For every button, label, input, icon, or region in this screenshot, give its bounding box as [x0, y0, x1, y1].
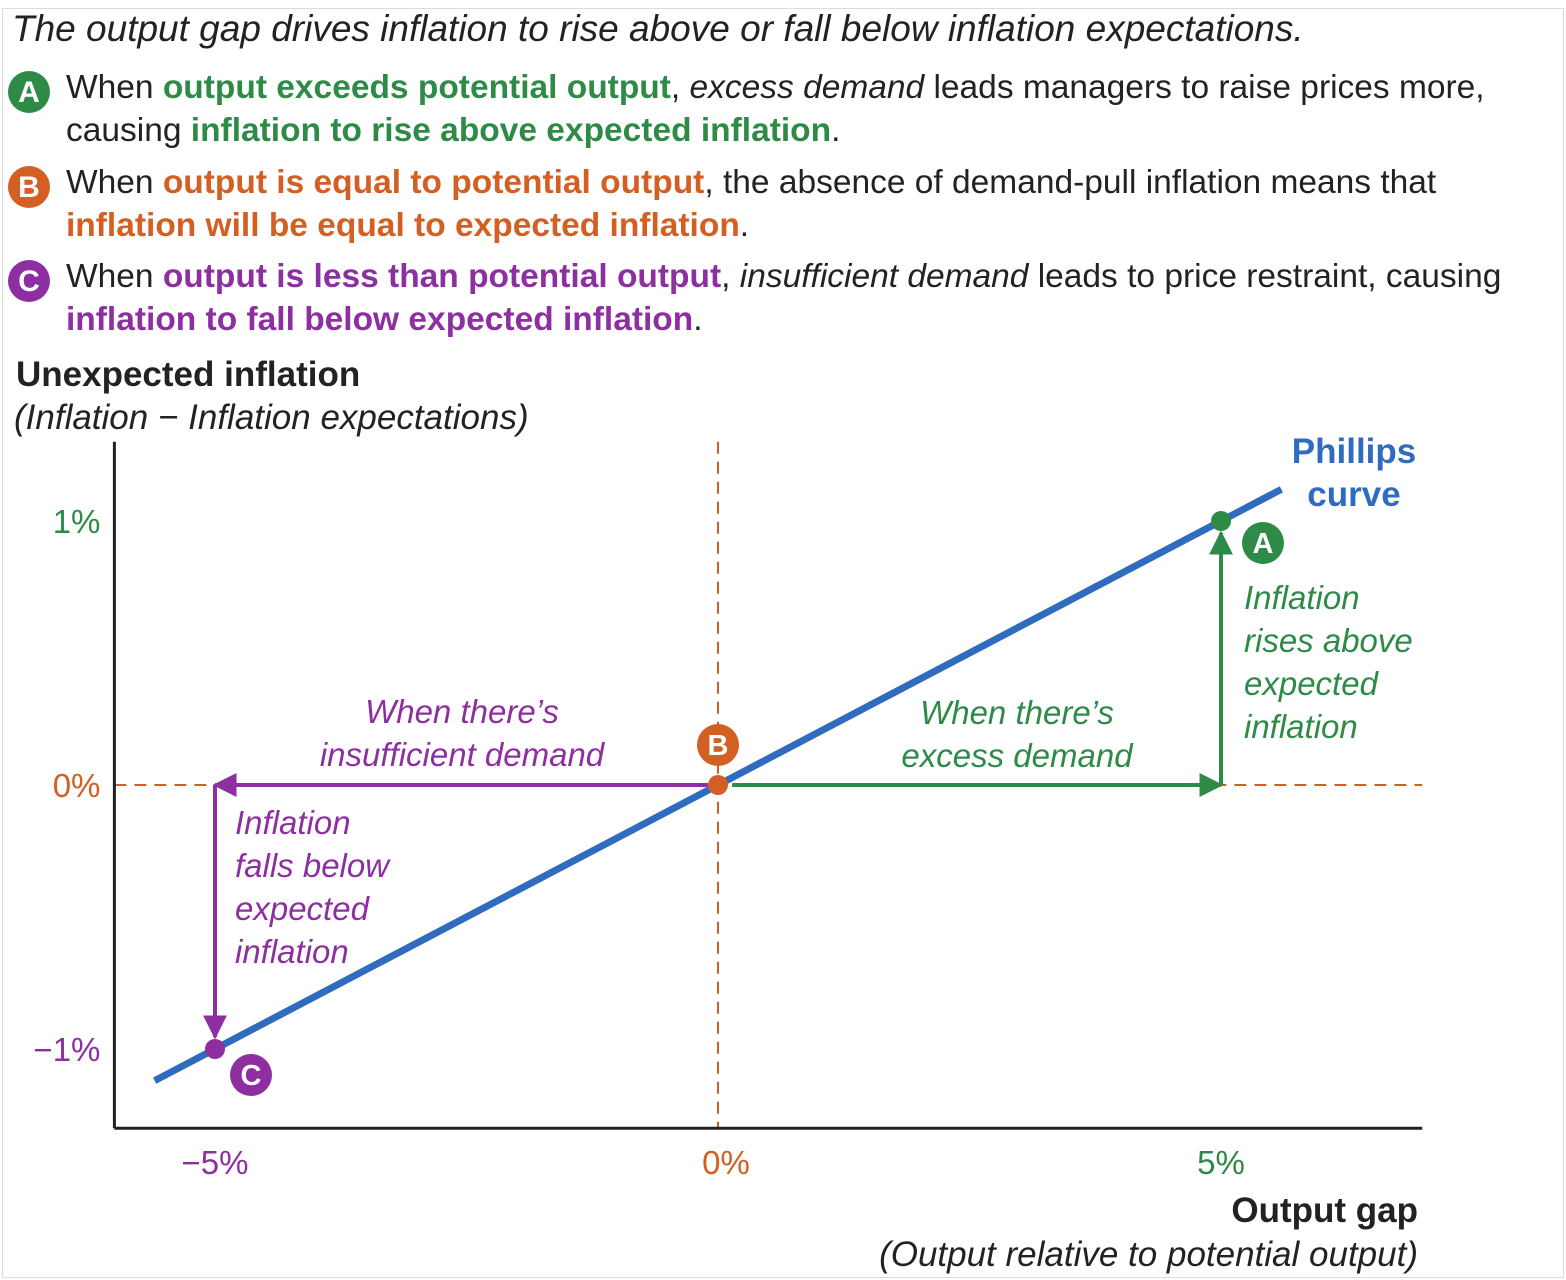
point-a-description: A When output exceeds potential output, …: [8, 66, 1558, 152]
figure-headline: The output gap drives inflation to rise …: [12, 8, 1304, 49]
highlight-phrase: output exceeds potential output: [162, 69, 671, 106]
y-tick-label: 1%: [53, 503, 101, 540]
text-run: When: [66, 69, 163, 106]
point-c-badge-icon: [230, 1054, 272, 1096]
point-c-marker: [205, 1039, 225, 1059]
inflation-rises-note: inflation: [1244, 708, 1358, 745]
x-tick-label: 0%: [702, 1144, 750, 1181]
point-c-badge-letter: C: [241, 1060, 262, 1092]
highlight-phrase: inflation to rise above expected inflati…: [190, 112, 832, 149]
point-b-description: B When output is equal to potential outp…: [8, 161, 1558, 247]
point-markers: [205, 511, 1284, 1096]
point-c-text: When output is less than potential outpu…: [66, 255, 1558, 341]
point-b-text: When output is equal to potential output…: [66, 161, 1558, 247]
inflation-falls-note: falls below: [235, 847, 391, 884]
text-run: .: [831, 112, 841, 149]
insufficient-demand-note: When there’s: [365, 693, 559, 730]
point-a-badge-icon: [1242, 522, 1284, 564]
y-axis-title: Unexpected inflation: [16, 355, 361, 394]
point-b-marker: [708, 775, 728, 795]
badge-b-icon: B: [8, 166, 50, 208]
text-run: ,: [721, 258, 740, 295]
point-a-marker: [1211, 511, 1231, 531]
x-tick-label: −5%: [182, 1144, 249, 1181]
point-a-badge-letter: A: [1253, 528, 1274, 560]
phillips-curve-label: Phillips: [1292, 432, 1416, 471]
inflation-falls-note: expected: [235, 890, 371, 927]
inflation-falls-note: Inflation: [235, 804, 351, 841]
badge-c-icon: C: [8, 260, 50, 302]
highlight-phrase: output is less than potential output: [162, 258, 722, 295]
text-run: , the absence of demand-pull inflation m…: [704, 164, 1437, 201]
insufficient-demand-note: insufficient demand: [320, 736, 606, 773]
excess-demand-note: excess demand: [901, 737, 1134, 774]
italic-phrase: insufficient demand: [739, 258, 1029, 295]
point-b-badge-icon: [697, 724, 739, 766]
y-tick-label: 0%: [53, 767, 101, 804]
point-c-description: C When output is less than potential out…: [8, 255, 1558, 341]
text-run: leads to price restraint, causing: [1028, 258, 1502, 295]
inflation-rises-note: Inflation: [1244, 579, 1360, 616]
text-run: .: [693, 301, 703, 338]
axes: [112, 441, 1423, 1130]
badge-a-icon: A: [8, 71, 50, 113]
y-axis-subtitle: (Inflation − Inflation expectations): [14, 398, 529, 437]
text-run: When: [66, 164, 163, 201]
italic-phrase: excess demand: [689, 69, 925, 106]
inflation-rises-note: rises above: [1244, 622, 1413, 659]
chart-labels: −5% 0% 5% 1% 0% −1% Output gap (Output relative…: [33, 432, 1418, 1274]
point-b-badge-letter: B: [708, 730, 729, 762]
phillips-curve-label: curve: [1307, 475, 1400, 514]
inflation-falls-note: inflation: [235, 933, 349, 970]
highlight-phrase: inflation will be equal to expected infl…: [66, 207, 740, 244]
highlight-phrase: inflation to fall below expected inflati…: [66, 301, 694, 338]
x-tick-label: 5%: [1197, 1144, 1245, 1181]
excess-demand-note: When there’s: [920, 694, 1114, 731]
text-run: leads managers to raise prices more, cau…: [66, 69, 1485, 149]
y-tick-label: −1%: [33, 1031, 100, 1068]
movement-arrows: [203, 530, 1233, 1040]
x-axis-subtitle: (Output relative to potential output): [879, 1235, 1418, 1274]
text-run: When: [66, 258, 163, 295]
x-axis-title: Output gap: [1231, 1191, 1418, 1230]
point-a-text: When output exceeds potential output, ex…: [66, 66, 1558, 152]
text-run: .: [739, 207, 750, 244]
highlight-phrase: output is equal to potential output: [162, 164, 705, 201]
inflation-rises-note: expected: [1244, 665, 1380, 702]
text-run: ,: [670, 69, 690, 106]
